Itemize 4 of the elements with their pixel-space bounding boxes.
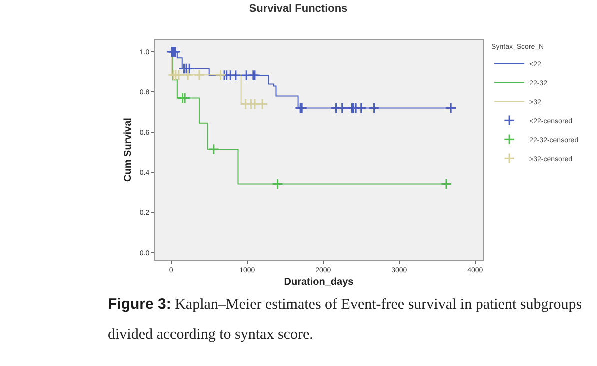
caption: Figure 3: Kaplan–Meier estimates of Event-free survival in patient subgroups divided according to syntax score. <box>108 296 582 343</box>
y-axis-title: Cum Survival <box>122 118 134 182</box>
chart-title: Survival Functions <box>249 3 348 16</box>
x-axis-title: Duration_days <box>284 276 354 288</box>
